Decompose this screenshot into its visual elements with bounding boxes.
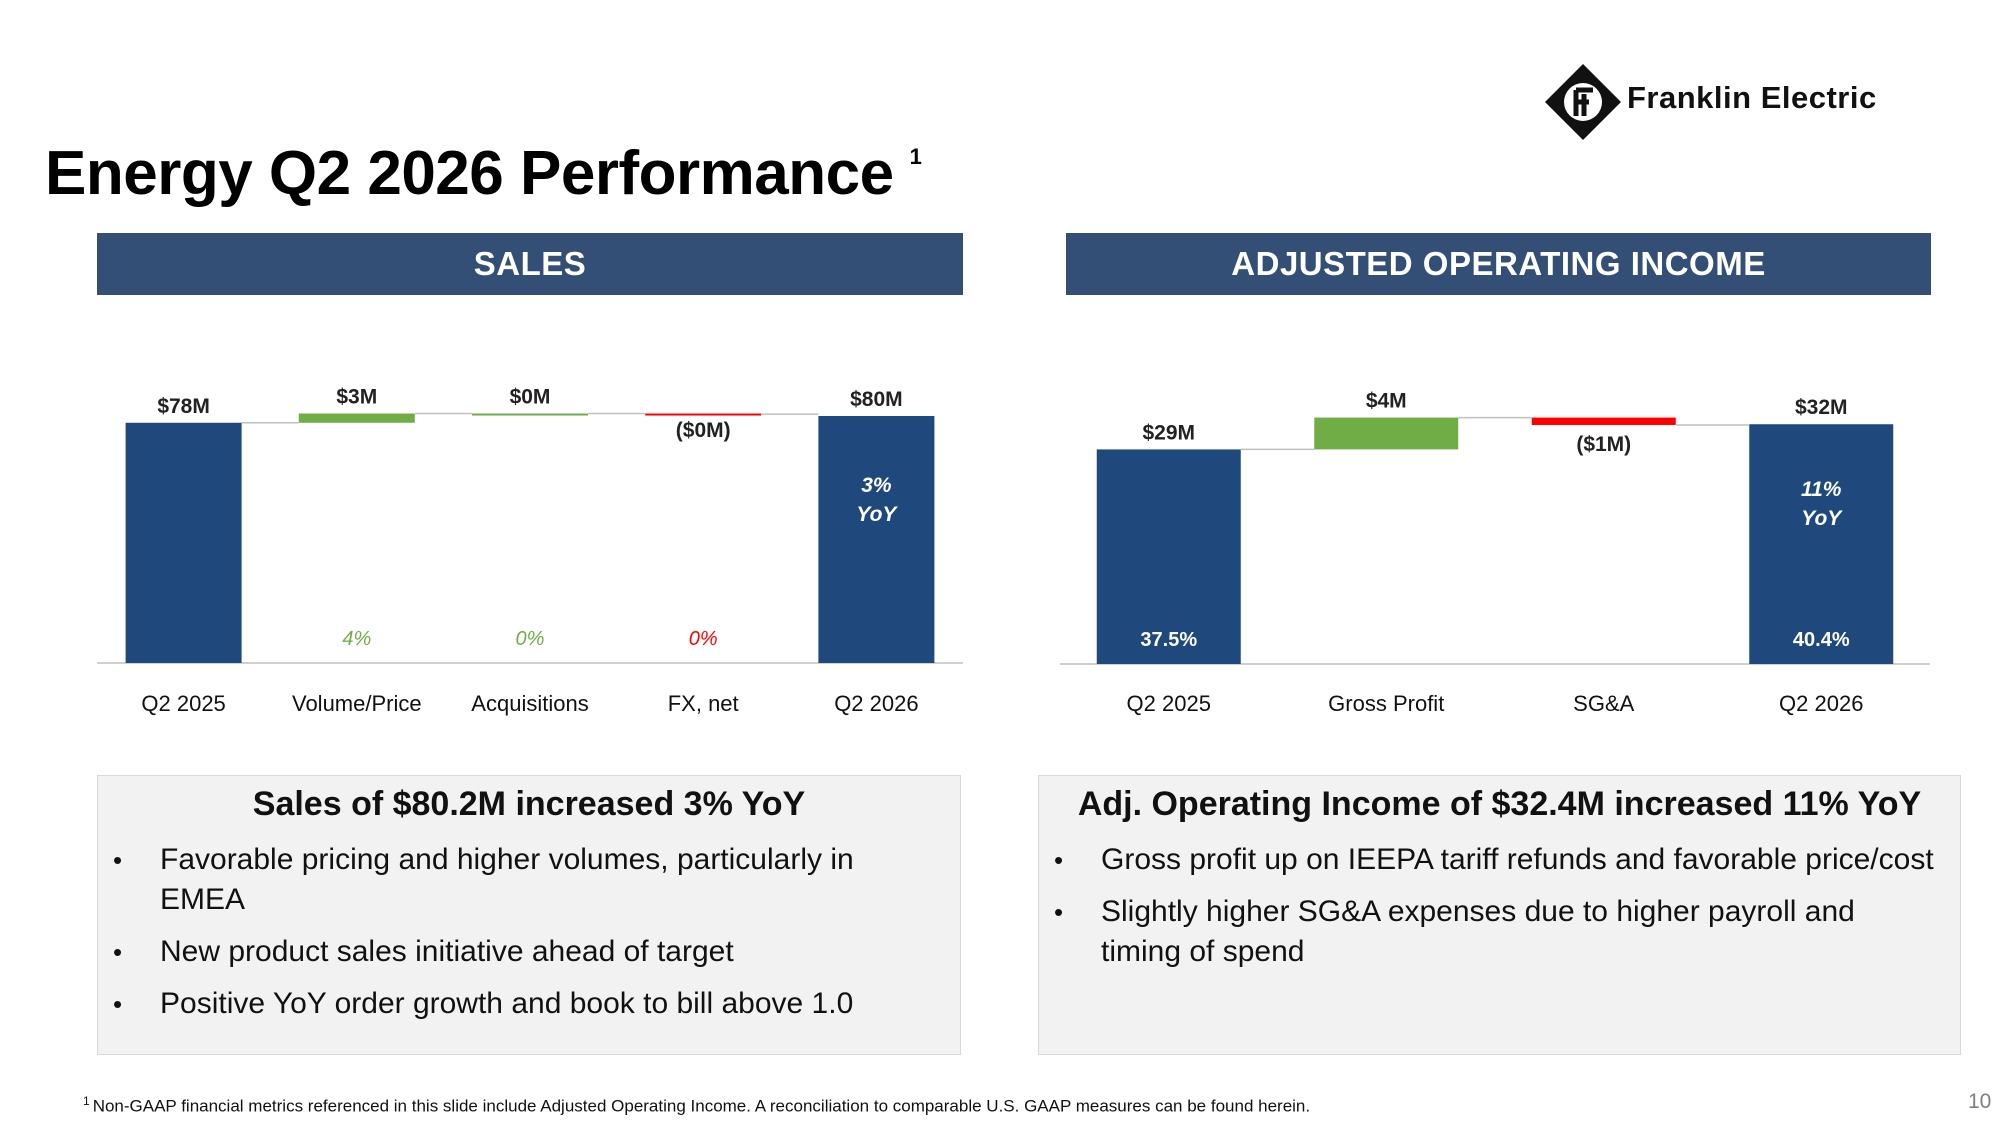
category-label: Acquisitions [471,691,588,716]
category-label: Q2 2026 [1779,691,1863,716]
aoi-summary-box: Adj. Operating Income of $32.4M increase… [1038,775,1961,1055]
bullet-icon: • [113,937,123,967]
waterfall-bar [645,413,762,416]
margin-percent-label: 40.4% [1793,629,1850,651]
sales-summary-box: Sales of $80.2M increased 3% YoY • Favora… [97,775,961,1055]
category-label: Q2 2025 [1127,691,1211,716]
sales-section-header: SALES [97,233,963,295]
franklin-diamond-logo-icon [1545,64,1621,140]
category-label: SG&A [1573,691,1634,716]
sales-bullet-item: • New product sales initiative ahead of t… [113,932,940,972]
bar-value-label: ($0M) [676,419,731,442]
change-percent-label: 4% [342,628,371,650]
sales-bullet-item: • Positive YoY order growth and book to b… [113,984,940,1024]
yoy-percent-label: 11% [1801,478,1842,501]
sales-bullet-item: • Favorable pricing and higher volumes, p… [113,840,940,920]
footnote: 1 Non-GAAP financial metrics referenced i… [83,1094,1310,1117]
category-label: Volume/Price [292,691,422,716]
waterfall-bar [125,422,242,663]
bar-value-label: $4M [1366,390,1407,413]
aoi-bullet-text: Slightly higher SG&A expenses due to hig… [1101,895,1855,968]
waterfall-bar [1096,449,1241,664]
sales-bullet-text: Favorable pricing and higher volumes, pa… [160,843,854,916]
waterfall-bar [1314,417,1459,450]
sales-bullet-text: Positive YoY order growth and book to bi… [160,987,854,1020]
sales-summary-title: Sales of $80.2M increased 3% YoY [252,785,806,823]
waterfall-bar [1531,417,1676,425]
bar-value-label: $3M [336,386,377,409]
category-label: Q2 2026 [834,691,918,716]
bullet-icon: • [113,989,123,1019]
title-footnote-marker: 1 [909,144,922,169]
footnote-marker: 1 [83,1094,90,1108]
aoi-summary-title: Adj. Operating Income of $32.4M increase… [1077,785,1922,823]
sales-bullet-text: New product sales initiative ahead of ta… [160,935,734,968]
page-title: Energy Q2 2026 Performance 1 [45,138,922,209]
bar-value-label: $32M [1795,396,1848,419]
category-label: Q2 2025 [141,691,225,716]
bullet-icon: • [113,845,123,875]
bar-value-label: $80M [850,388,903,411]
page-title-text: Energy Q2 2026 Performance [45,139,894,208]
waterfall-bar [1749,424,1894,664]
category-label: Gross Profit [1328,691,1444,716]
change-percent-label: 0% [516,628,545,650]
waterfall-bar [472,413,588,416]
company-name: Franklin Electric [1627,80,1877,115]
bar-value-label: $78M [157,395,210,418]
yoy-text-label: YoY [1801,507,1843,530]
change-percent-label: 0% [689,628,718,650]
aoi-bullet-item: • Gross profit up on IEEPA tariff refunds… [1054,840,1940,880]
footnote-text: Non-GAAP financial metrics referenced in… [92,1096,1311,1116]
aoi-waterfall-chart: $29M Q2 2025 $4M Gross Profit ($1M) SG&A $32M Q… [1060,390,1930,716]
margin-percent-label: 37.5% [1140,629,1197,651]
sales-bullet-list: • Favorable pricing and higher volumes, p… [98,840,960,1024]
sales-waterfall-chart: $78M Q2 2025 $3M Volume/Price $0M Acquisition… [97,386,963,716]
aoi-section-header: ADJUSTED OPERATING INCOME [1066,233,1931,295]
aoi-bullet-text: Gross profit up on IEEPA tariff refunds … [1101,843,1934,876]
bar-value-label: $29M [1142,421,1195,444]
bullet-icon: • [1054,897,1064,927]
bar-value-label: $0M [510,386,551,409]
waterfall-bar [298,413,415,423]
company-logo: Franklin Electric [1543,62,1948,142]
aoi-bullet-item: • Slightly higher SG&A expenses due to hi… [1054,892,1940,972]
waterfall-bar [818,415,935,663]
category-label: FX, net [668,691,739,716]
yoy-text-label: YoY [856,503,898,526]
page-number: 10 [1968,1090,1992,1113]
bar-value-label: ($1M) [1576,433,1631,456]
bullet-icon: • [1054,845,1064,875]
yoy-percent-label: 3% [861,474,892,497]
aoi-bullet-list: • Gross profit up on IEEPA tariff refunds… [1039,840,1960,972]
